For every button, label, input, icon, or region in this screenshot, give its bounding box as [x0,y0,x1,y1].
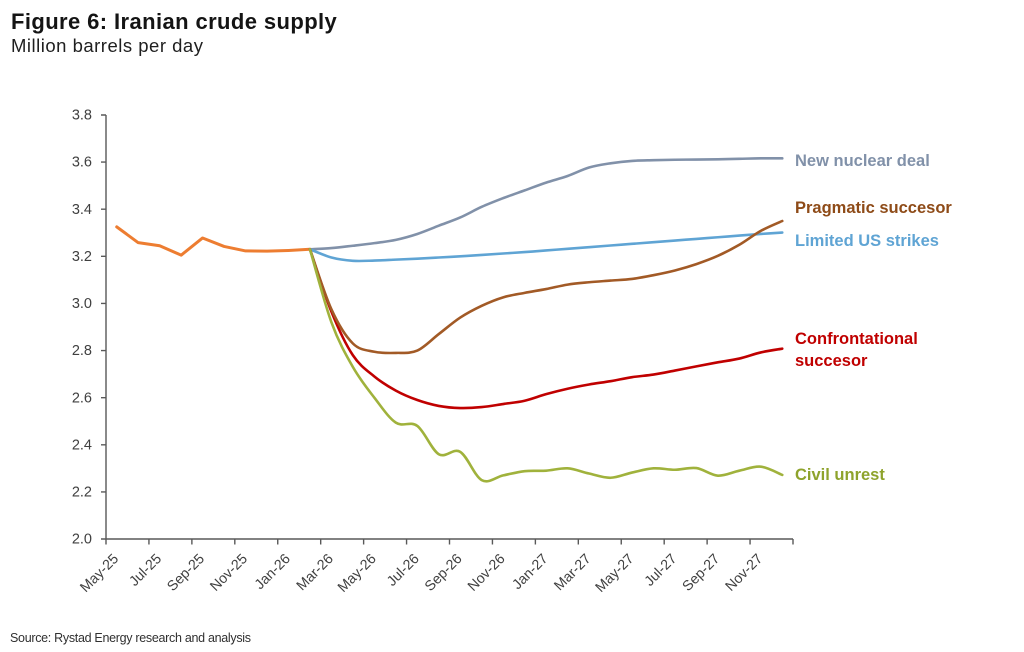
svg-text:Jan-27: Jan-27 [509,551,551,593]
svg-text:2.2: 2.2 [72,484,92,500]
svg-text:Jan-26: Jan-26 [252,551,294,593]
svg-text:Jul-26: Jul-26 [384,551,423,590]
svg-text:Mar-27: Mar-27 [551,551,594,594]
svg-text:Civil unrest: Civil unrest [795,466,885,484]
svg-text:Sep-27: Sep-27 [680,551,724,595]
svg-text:3.6: 3.6 [72,155,92,171]
svg-text:2.4: 2.4 [72,437,92,453]
svg-text:Jul-27: Jul-27 [642,551,681,590]
svg-text:Mar-26: Mar-26 [294,551,337,594]
svg-text:2.0: 2.0 [72,532,92,548]
svg-text:succesor: succesor [795,352,868,370]
svg-text:3.4: 3.4 [72,202,92,218]
svg-text:May-25: May-25 [77,551,122,596]
svg-text:Limited US strikes: Limited US strikes [795,232,939,250]
svg-text:Sep-25: Sep-25 [164,551,208,595]
svg-text:Sep-26: Sep-26 [422,551,466,595]
svg-text:New nuclear deal: New nuclear deal [795,152,930,170]
svg-text:Jul-25: Jul-25 [126,551,165,590]
svg-text:May-26: May-26 [335,551,380,596]
svg-text:3.2: 3.2 [72,249,92,265]
svg-text:Nov-25: Nov-25 [207,551,251,595]
svg-text:Nov-26: Nov-26 [465,551,509,595]
svg-text:Nov-27: Nov-27 [722,551,766,595]
svg-text:3.0: 3.0 [72,296,92,312]
svg-text:2.8: 2.8 [72,343,92,359]
svg-text:May-27: May-27 [593,551,638,596]
svg-text:Confrontational: Confrontational [795,330,918,348]
svg-text:3.8: 3.8 [72,108,92,124]
svg-text:2.6: 2.6 [72,390,92,406]
svg-text:Pragmatic succesor: Pragmatic succesor [795,199,952,217]
